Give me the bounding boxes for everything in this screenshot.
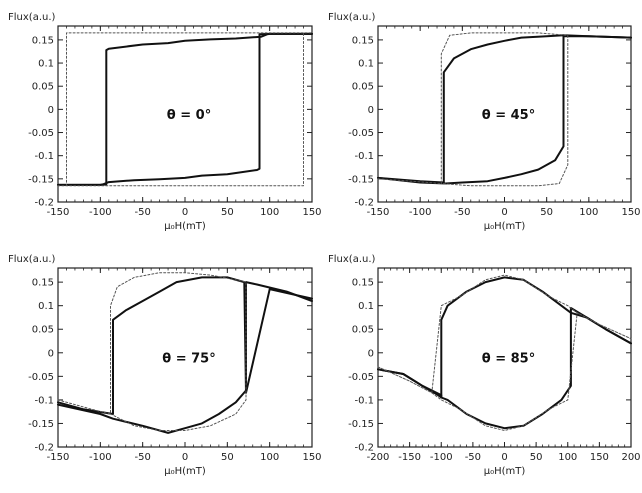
y-tick-label: 0.15	[352, 278, 374, 289]
x-tick-label: 0	[182, 452, 188, 463]
series-line-dotted	[377, 274, 632, 431]
y-tick-label: 0.05	[32, 82, 54, 93]
x-tick-label: -150	[47, 207, 70, 218]
y-tick-label: 0.05	[32, 325, 54, 336]
y-tick-label: -0.15	[348, 174, 374, 185]
y-tick-label: -0.05	[28, 372, 54, 383]
x-tick-label: -100	[409, 207, 432, 218]
x-axis-label: μ₀H(mT)	[164, 221, 206, 232]
y-tick-label: 0	[368, 105, 374, 116]
x-axis-label: μ₀H(mT)	[484, 221, 526, 232]
y-axis-label: Flux(a.u.)	[8, 12, 56, 23]
y-tick-label: 0	[368, 348, 374, 359]
x-tick-label: -150	[398, 452, 421, 463]
x-tick-label: 200	[621, 452, 640, 463]
x-axis-label: μ₀H(mT)	[484, 466, 526, 477]
y-tick-label: -0.05	[348, 128, 374, 139]
series-line-solid	[57, 281, 313, 434]
x-tick-label: -100	[89, 207, 112, 218]
angle-annotation: θ = 45°	[482, 108, 535, 123]
y-tick-label: -0.2	[354, 198, 374, 209]
x-tick-label: 150	[621, 207, 640, 218]
series-line-solid	[377, 276, 632, 399]
x-tick-label: -100	[89, 452, 112, 463]
y-tick-label: -0.1	[34, 151, 54, 162]
y-tick-label: -0.05	[348, 372, 374, 383]
x-tick-label: 0	[182, 207, 188, 218]
x-tick-label: 100	[260, 452, 279, 463]
angle-annotation: θ = 85°	[482, 352, 535, 367]
x-tick-label: 150	[302, 207, 321, 218]
y-tick-label: 0	[48, 348, 54, 359]
x-tick-label: -200	[367, 452, 390, 463]
y-tick-label: 0.15	[352, 35, 374, 46]
series-line-solid	[377, 311, 632, 430]
y-tick-label: -0.15	[28, 174, 54, 185]
y-tick-label: 0.1	[358, 301, 374, 312]
x-tick-label: -150	[367, 207, 390, 218]
y-tick-label: -0.1	[354, 151, 374, 162]
series-line-dotted	[57, 272, 247, 431]
angle-annotation: θ = 0°	[167, 108, 211, 123]
x-tick-label: -50	[134, 207, 150, 218]
series-line-dotted	[377, 32, 569, 187]
x-tick-label: 100	[260, 207, 279, 218]
x-tick-label: 150	[590, 452, 609, 463]
y-tick-label: -0.2	[34, 198, 54, 209]
x-tick-label: 100	[558, 452, 577, 463]
y-tick-label: 0.1	[38, 301, 54, 312]
y-tick-label: -0.1	[354, 395, 374, 406]
x-tick-label: -50	[454, 207, 470, 218]
y-tick-label: -0.05	[28, 128, 54, 139]
x-tick-label: 150	[302, 452, 321, 463]
y-tick-label: 0.15	[32, 35, 54, 46]
x-tick-label: -50	[134, 452, 150, 463]
series-line-dotted	[57, 32, 313, 187]
angle-annotation: θ = 75°	[162, 352, 215, 367]
y-tick-label: -0.1	[34, 395, 54, 406]
y-tick-label: -0.2	[354, 443, 374, 454]
x-tick-label: 0	[501, 452, 507, 463]
x-tick-label: -150	[47, 452, 70, 463]
x-tick-label: 100	[579, 207, 598, 218]
y-tick-label: 0.05	[352, 82, 374, 93]
y-tick-label: -0.15	[348, 419, 374, 430]
x-tick-label: 50	[530, 452, 543, 463]
y-tick-label: -0.15	[28, 419, 54, 430]
x-tick-label: 50	[540, 207, 553, 218]
x-tick-label: 50	[221, 452, 234, 463]
y-tick-label: 0.15	[32, 278, 54, 289]
y-tick-label: 0.1	[358, 59, 374, 70]
series-line-solid	[57, 276, 313, 415]
x-tick-label: -50	[465, 452, 481, 463]
x-tick-label: 0	[501, 207, 507, 218]
y-axis-label: Flux(a.u.)	[8, 254, 56, 265]
x-tick-label: -100	[430, 452, 453, 463]
y-tick-label: 0	[48, 105, 54, 116]
series-line-solid	[57, 32, 313, 186]
y-axis-label: Flux(a.u.)	[328, 254, 376, 265]
y-tick-label: 0.05	[352, 325, 374, 336]
y-axis-label: Flux(a.u.)	[328, 12, 376, 23]
y-tick-label: -0.2	[34, 443, 54, 454]
y-tick-label: 0.1	[38, 59, 54, 70]
x-axis-label: μ₀H(mT)	[164, 466, 206, 477]
x-tick-label: 50	[221, 207, 234, 218]
